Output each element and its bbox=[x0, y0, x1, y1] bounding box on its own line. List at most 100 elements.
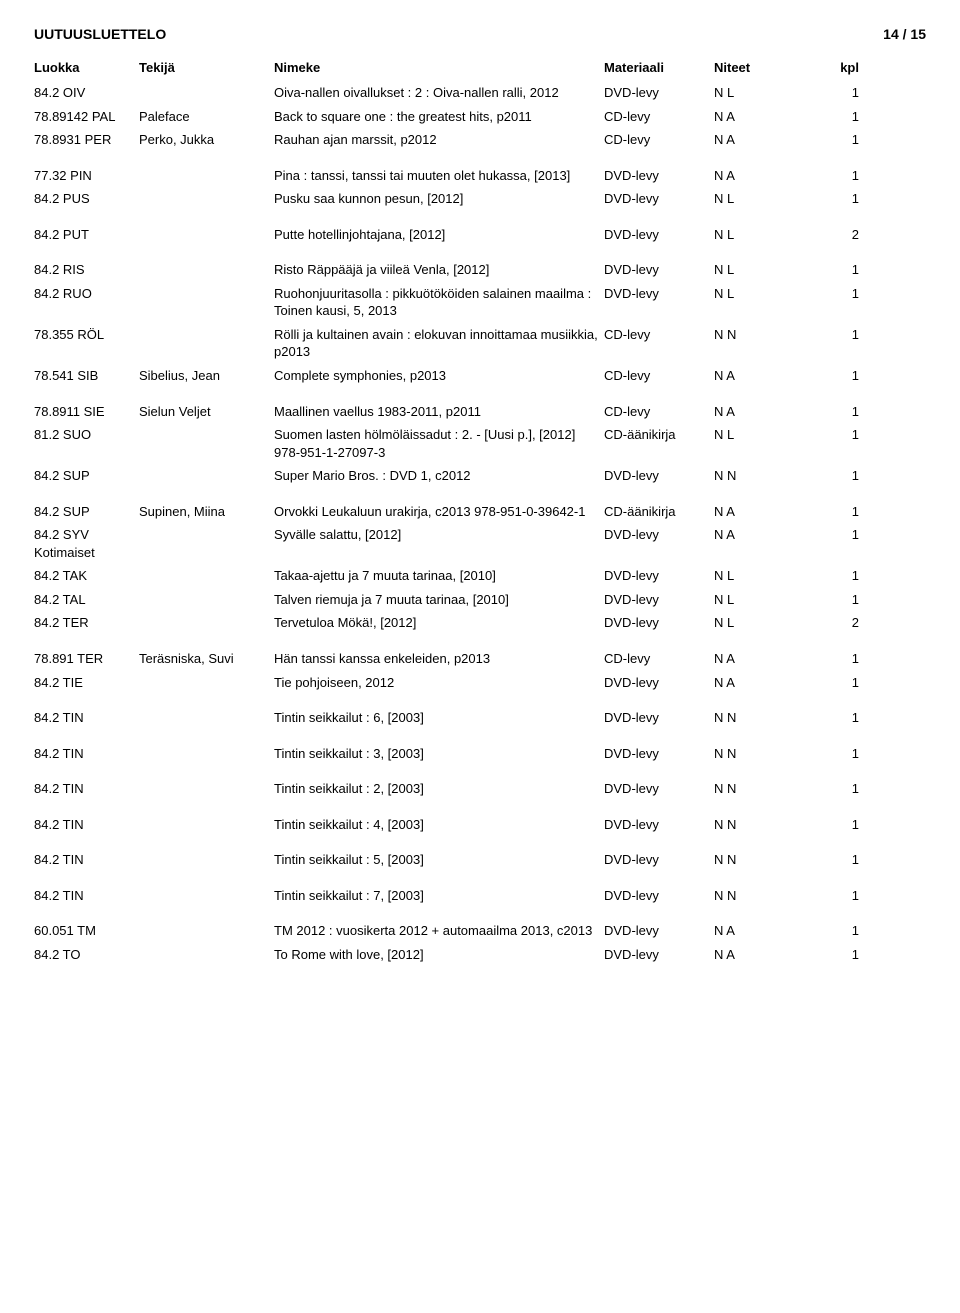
cell-nimeke: Maallinen vaellus 1983-2011, p2011 bbox=[274, 403, 604, 421]
cell-tekija bbox=[139, 614, 274, 632]
cell-luokka: 84.2 TIN bbox=[34, 887, 139, 905]
table-body: 84.2 OIVOiva-nallen oivallukset : 2 : Oi… bbox=[34, 81, 926, 967]
cell-luokka: 84.2 RIS bbox=[34, 261, 139, 279]
cell-kpl: 1 bbox=[809, 526, 859, 561]
cell-materiaali: DVD-levy bbox=[604, 591, 714, 609]
table-row: 84.2 SUPSuper Mario Bros. : DVD 1, c2012… bbox=[34, 464, 926, 488]
cell-materiaali: CD-levy bbox=[604, 403, 714, 421]
table-row: 84.2 RISRisto Räppääjä ja viileä Venla, … bbox=[34, 258, 926, 282]
cell-kpl: 1 bbox=[809, 467, 859, 485]
cell-luokka: 84.2 TIN bbox=[34, 780, 139, 798]
cell-niteet: N N bbox=[714, 326, 809, 361]
cell-luokka: 60.051 TM bbox=[34, 922, 139, 940]
cell-niteet: N A bbox=[714, 403, 809, 421]
cell-niteet: N L bbox=[714, 426, 809, 461]
cell-kpl: 1 bbox=[809, 674, 859, 692]
cell-tekija bbox=[139, 946, 274, 964]
cell-luokka: 81.2 SUO bbox=[34, 426, 139, 461]
cell-niteet: N L bbox=[714, 285, 809, 320]
table-row: 84.2 RUORuohonjuuritasolla : pikkuötököi… bbox=[34, 282, 926, 323]
cell-kpl: 1 bbox=[809, 190, 859, 208]
cell-kpl: 1 bbox=[809, 503, 859, 521]
cell-tekija bbox=[139, 167, 274, 185]
col-kpl: kpl bbox=[809, 60, 859, 75]
cell-kpl: 1 bbox=[809, 709, 859, 727]
cell-niteet: N A bbox=[714, 674, 809, 692]
cell-tekija bbox=[139, 326, 274, 361]
cell-luokka: 84.2 TIN bbox=[34, 851, 139, 869]
cell-kpl: 1 bbox=[809, 816, 859, 834]
cell-niteet: N L bbox=[714, 614, 809, 632]
cell-niteet: N A bbox=[714, 526, 809, 561]
cell-materiaali: DVD-levy bbox=[604, 614, 714, 632]
cell-niteet: N L bbox=[714, 591, 809, 609]
cell-nimeke: Oiva-nallen oivallukset : 2 : Oiva-nalle… bbox=[274, 84, 604, 102]
col-tekija: Tekijä bbox=[139, 60, 274, 75]
table-row: 84.2 TER Tervetuloa Mökä!, [2012]DVD-levy… bbox=[34, 611, 926, 635]
cell-materiaali: DVD-levy bbox=[604, 226, 714, 244]
cell-niteet: N N bbox=[714, 780, 809, 798]
cell-tekija bbox=[139, 591, 274, 609]
table-row: 84.2 TINTintin seikkailut : 6, [2003]DVD… bbox=[34, 706, 926, 730]
cell-luokka: 84.2 TO bbox=[34, 946, 139, 964]
table-row: 84.2 TINTintin seikkailut : 2, [2003]DVD… bbox=[34, 777, 926, 801]
cell-kpl: 1 bbox=[809, 946, 859, 964]
table-row: 84.2 TINTintin seikkailut : 5, [2003]DVD… bbox=[34, 848, 926, 872]
cell-nimeke: To Rome with love, [2012] bbox=[274, 946, 604, 964]
cell-materiaali: CD-levy bbox=[604, 131, 714, 149]
table-row: 81.2 SUO Suomen lasten hölmöläissadut : 2… bbox=[34, 423, 926, 464]
cell-materiaali: DVD-levy bbox=[604, 567, 714, 585]
cell-nimeke: TM 2012 : vuosikerta 2012 + automaailma … bbox=[274, 922, 604, 940]
cell-materiaali: DVD-levy bbox=[604, 780, 714, 798]
cell-nimeke: Tintin seikkailut : 4, [2003] bbox=[274, 816, 604, 834]
cell-niteet: N A bbox=[714, 503, 809, 521]
cell-luokka: 84.2 SYV Kotimaiset bbox=[34, 526, 139, 561]
cell-nimeke: Suomen lasten hölmöläissadut : 2. - [Uus… bbox=[274, 426, 604, 461]
cell-tekija: Teräsniska, Suvi bbox=[139, 650, 274, 668]
cell-nimeke: Rölli ja kultainen avain : elokuvan inno… bbox=[274, 326, 604, 361]
cell-luokka: 78.8911 SIE bbox=[34, 403, 139, 421]
cell-nimeke: Hän tanssi kanssa enkeleiden, p2013 bbox=[274, 650, 604, 668]
cell-tekija bbox=[139, 226, 274, 244]
cell-tekija bbox=[139, 674, 274, 692]
cell-nimeke: Tervetuloa Mökä!, [2012] bbox=[274, 614, 604, 632]
cell-nimeke: Back to square one : the greatest hits, … bbox=[274, 108, 604, 126]
cell-luokka: 84.2 TER bbox=[34, 614, 139, 632]
cell-luokka: 77.32 PIN bbox=[34, 167, 139, 185]
cell-nimeke: Talven riemuja ja 7 muuta tarinaa, [2010… bbox=[274, 591, 604, 609]
cell-tekija bbox=[139, 922, 274, 940]
cell-tekija: Supinen, Miina bbox=[139, 503, 274, 521]
table-row: 84.2 PUSPusku saa kunnon pesun, [2012]DV… bbox=[34, 187, 926, 211]
page-number: 14 / 15 bbox=[883, 26, 926, 42]
cell-niteet: N A bbox=[714, 946, 809, 964]
col-niteet: Niteet bbox=[714, 60, 809, 75]
cell-nimeke: Pusku saa kunnon pesun, [2012] bbox=[274, 190, 604, 208]
cell-nimeke: Syvälle salattu, [2012] bbox=[274, 526, 604, 561]
cell-niteet: N N bbox=[714, 887, 809, 905]
cell-tekija bbox=[139, 780, 274, 798]
cell-luokka: 84.2 TAK bbox=[34, 567, 139, 585]
table-row: 84.2 TAKTakaa-ajettu ja 7 muuta tarinaa,… bbox=[34, 564, 926, 588]
cell-kpl: 2 bbox=[809, 226, 859, 244]
cell-materiaali: DVD-levy bbox=[604, 709, 714, 727]
cell-materiaali: DVD-levy bbox=[604, 261, 714, 279]
cell-niteet: N N bbox=[714, 467, 809, 485]
cell-tekija bbox=[139, 84, 274, 102]
cell-kpl: 1 bbox=[809, 887, 859, 905]
cell-luokka: 78.355 RÖL bbox=[34, 326, 139, 361]
cell-luokka: 84.2 SUP bbox=[34, 467, 139, 485]
table-row: 60.051 TM TM 2012 : vuosikerta 2012 + aut… bbox=[34, 919, 926, 943]
cell-tekija bbox=[139, 426, 274, 461]
cell-niteet: N N bbox=[714, 709, 809, 727]
cell-nimeke: Complete symphonies, p2013 bbox=[274, 367, 604, 385]
cell-tekija bbox=[139, 190, 274, 208]
cell-niteet: N A bbox=[714, 167, 809, 185]
cell-luokka: 84.2 SUP bbox=[34, 503, 139, 521]
table-row: 84.2 TOTo Rome with love, [2012]DVD-levy… bbox=[34, 943, 926, 967]
table-row: 78.8911 SIESielun VeljetMaallinen vaellu… bbox=[34, 400, 926, 424]
cell-tekija: Paleface bbox=[139, 108, 274, 126]
page-header: UUTUUSLUETTELO 14 / 15 bbox=[34, 26, 926, 42]
col-materiaali: Materiaali bbox=[604, 60, 714, 75]
cell-niteet: N A bbox=[714, 131, 809, 149]
cell-luokka: 78.891 TER bbox=[34, 650, 139, 668]
